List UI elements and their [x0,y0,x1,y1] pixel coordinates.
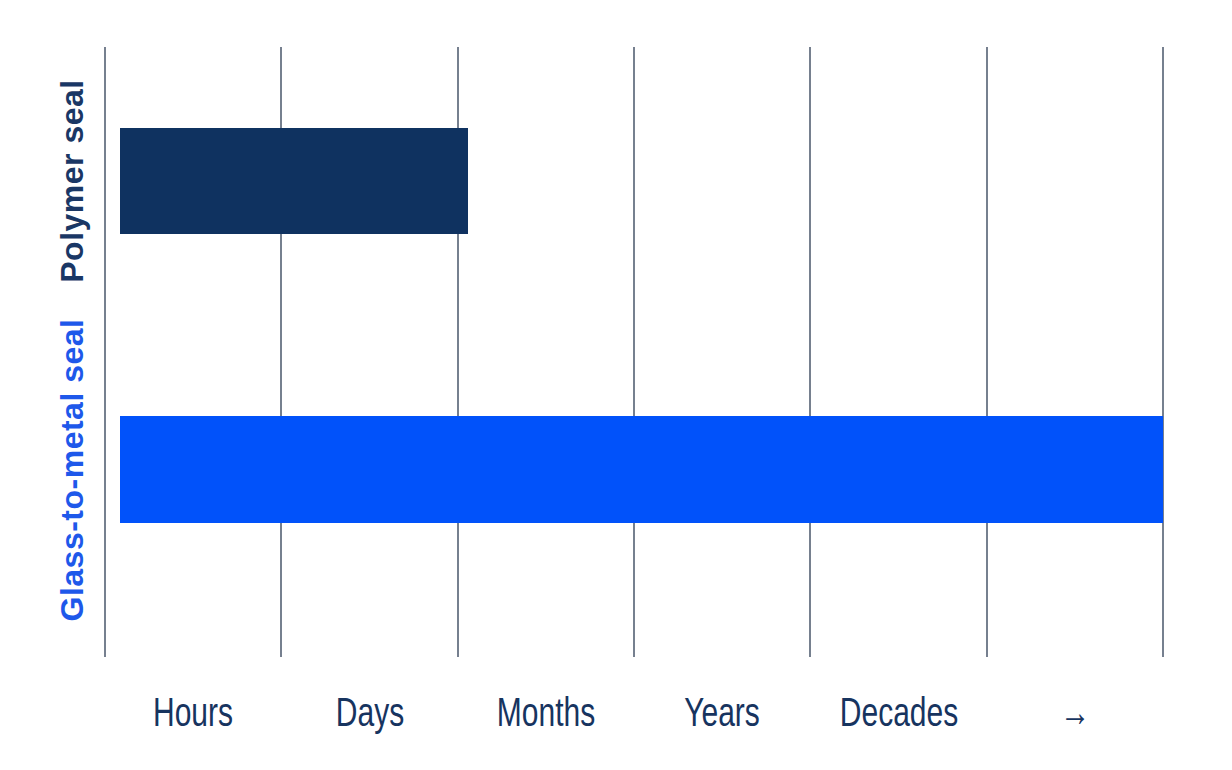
gridline [986,47,988,657]
category-label-glass-to-metal-seal: Glass-to-metal seal [54,318,91,621]
seal-lifetime-bar-chart: Polymer seal Glass-to-metal seal Hours Da… [0,0,1232,770]
x-tick-label-decades: Decades [820,686,978,738]
bar-polymer-seal [120,128,468,234]
tick-label-text: Years [684,686,760,738]
tick-label-text: Hours [153,686,233,738]
tick-label-text: Months [497,686,595,738]
gridline [1162,47,1164,657]
x-tick-label-months: Months [480,686,611,738]
x-tick-label-days: Days [324,686,415,738]
x-tick-label-hours: Hours [140,686,247,738]
gridline [104,47,106,657]
tick-label-text: Days [335,686,403,738]
gridline [633,47,635,657]
x-tick-arrow-icon: → [1055,686,1095,738]
gridline [809,47,811,657]
tick-label-text: Decades [839,686,957,738]
bar-glass-to-metal-seal [120,416,1163,523]
category-label-polymer-seal: Polymer seal [54,79,91,282]
x-tick-label-years: Years [672,686,773,738]
tick-label-text: → [1060,686,1090,738]
